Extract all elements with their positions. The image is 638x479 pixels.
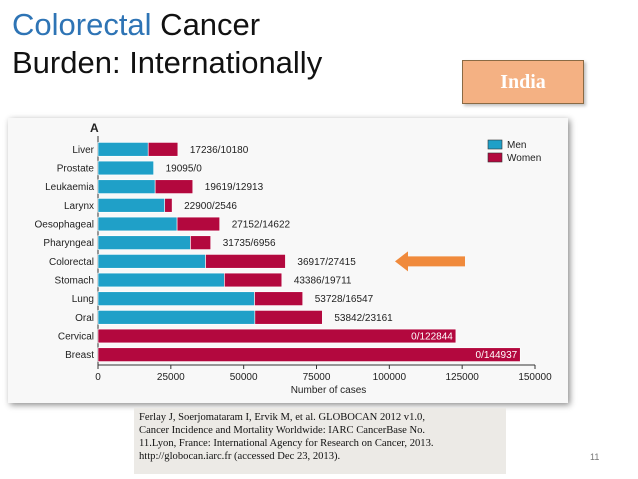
bar-value-label: 53728/16547 [315,294,374,305]
bar-men [97,272,225,288]
bar-men [97,142,149,157]
x-tick-label: 125000 [445,372,479,383]
bar-women [254,291,304,306]
title-line-2: Burden: Internationally [12,45,323,80]
x-tick-label: 75000 [303,372,331,383]
bar-women [97,347,521,362]
bar-men [97,310,256,325]
x-tick-label: 25000 [157,372,185,383]
x-tick-label: 150000 [518,372,552,383]
bar-men [97,291,255,306]
bar-women [254,310,323,325]
bar-value-label: 31735/6956 [223,238,276,249]
highlight-arrow [395,251,465,272]
bar-men [97,216,178,232]
bar-value-label: 19095/0 [166,164,203,175]
page-number: 11 [590,452,600,462]
bar-value-label: 19619/12913 [205,182,264,193]
x-axis-title: Number of cases [291,385,367,396]
y-tick-label: Oesophageal [35,220,95,231]
bar-women [154,179,194,194]
x-tick-label: 0 [95,372,101,383]
india-badge: India [462,60,584,104]
bar-women [176,216,221,232]
bar-value-label: 0/144937 [476,350,518,361]
citation-line: 11.Lyon, France: International Agency fo… [139,438,434,449]
bar-value-label: 22900/2546 [184,201,237,212]
bar-value-label: 43386/19711 [294,276,352,287]
bar-men [97,235,191,250]
bar-men [97,254,206,269]
y-tick-label: Prostate [57,164,95,175]
y-tick-label: Larynx [64,201,94,212]
title-accent: Colorectal [12,7,152,42]
legend-label: Men [507,140,526,151]
y-tick-label: Colorectal [49,257,94,268]
y-tick-label: Breast [65,350,94,361]
bar-women [97,328,457,344]
y-tick-label: Pharyngeal [43,238,94,249]
cancer-cases-chart: A 0 25000 50000 75000 100000 125000 150000 Numbe… [35,121,553,396]
bar-women [147,142,179,157]
bar-women [224,272,283,288]
y-tick-label: Leukaemia [45,182,94,193]
bar-value-label: 0/122844 [411,332,453,343]
x-tick-label: 100000 [373,372,407,383]
citation-line: http://globocan.iarc.fr (accessed Dec 23… [139,451,341,462]
bar-men [97,160,154,176]
slide-title: Colorectal Cancer Burden: Internationall… [12,6,322,82]
bar-women [190,235,212,250]
bar-men [97,179,156,194]
legend-swatch [487,139,503,150]
y-tick-label: Stomach [55,276,94,287]
citation-line: Cancer Incidence and Mortality Worldwide… [139,425,426,436]
citation-line: Ferlay J, Soerjomataram I, Ervik M, et a… [139,412,425,423]
bar-value-label: 17236/10180 [190,145,249,156]
chart-frame: A 0 25000 50000 75000 100000 125000 150000 Numbe… [8,118,568,403]
y-tick-label: Cervical [58,332,94,343]
y-tick-label: Oral [75,313,94,324]
bar-women [205,254,286,269]
bar-value-label: 27152/14622 [232,220,291,231]
legend-label: Women [507,153,541,164]
bar-value-label: 36917/27415 [297,257,356,268]
y-tick-label: Lung [72,294,94,305]
bar-men [97,198,166,213]
bar-women [164,198,173,213]
bar-value-label: 53842/23161 [334,313,393,324]
y-tick-label: Liver [72,145,94,156]
legend-swatch [487,152,503,163]
title-rest: Cancer [151,7,261,42]
panel-label: A [90,121,99,135]
citation: Ferlay J, Soerjomataram I, Ervik M, et a… [134,408,506,474]
x-tick-label: 50000 [230,372,258,383]
